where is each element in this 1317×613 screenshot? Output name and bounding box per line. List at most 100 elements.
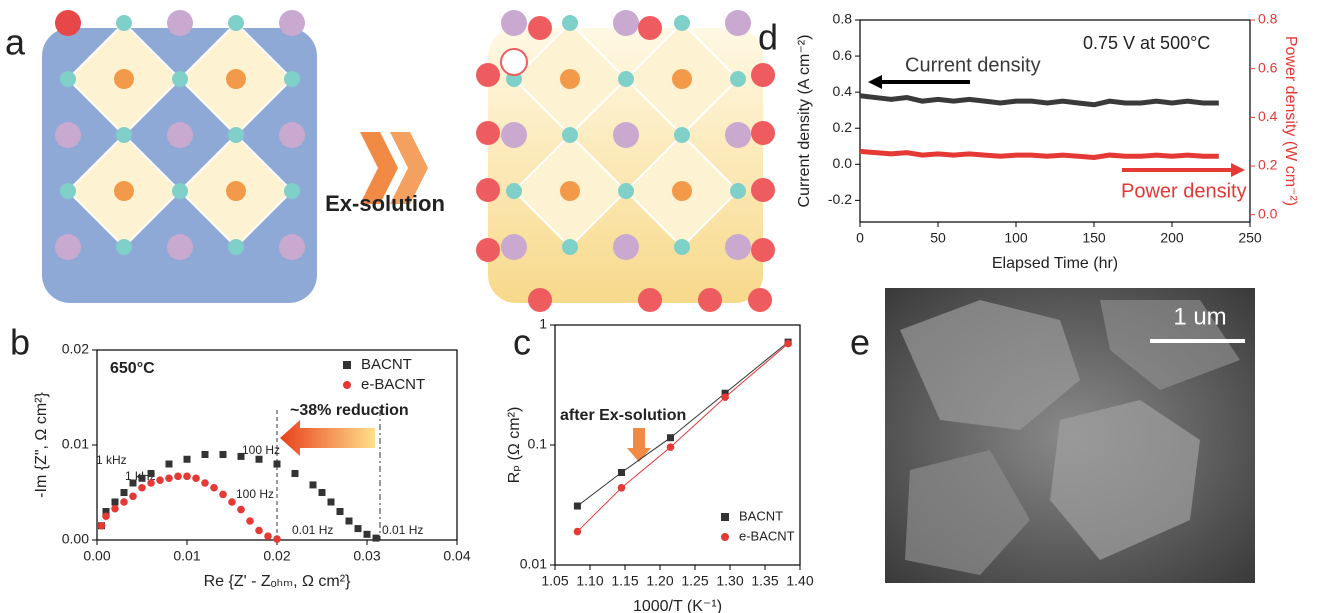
exsolved-particle — [476, 238, 500, 262]
x-tick-label: 1.35 — [751, 573, 778, 589]
a-site — [501, 10, 527, 36]
x-tick-label: 1.25 — [681, 573, 708, 589]
legend-label: BACNT — [361, 356, 412, 373]
data-point — [219, 451, 227, 458]
x-tick-label: 1.05 — [541, 573, 568, 589]
b-site — [672, 69, 692, 89]
data-point — [165, 460, 173, 468]
o-site — [562, 127, 578, 143]
data-point — [183, 455, 191, 463]
y-axis-label: Rₚ (Ω cm²) — [506, 407, 523, 484]
data-point — [327, 498, 335, 506]
x-tick-label: 200 — [1160, 230, 1184, 246]
b-site — [114, 181, 134, 201]
data-point — [129, 479, 137, 487]
data-point — [120, 489, 128, 496]
data-point — [363, 530, 371, 538]
a-site — [501, 234, 527, 260]
a-site — [613, 10, 639, 36]
series-label: Power density — [1121, 180, 1247, 202]
data-point — [372, 534, 380, 542]
x-tick-label: 150 — [1082, 230, 1106, 246]
legend-marker — [721, 533, 729, 541]
data-point — [120, 498, 128, 506]
y-tick-label: 0.01 — [520, 556, 547, 572]
y-tick-label: -0.2 — [828, 191, 852, 207]
a-site — [167, 234, 193, 260]
legend-marker — [343, 381, 351, 389]
o-site — [506, 183, 522, 199]
data-point — [573, 502, 581, 510]
annotation: 0.01 Hz — [292, 523, 333, 537]
o-site — [60, 183, 76, 199]
data-point — [721, 393, 729, 402]
data-point — [138, 474, 146, 482]
o-site — [228, 239, 244, 255]
x-axis-label: Re {Z' - Zₒₕₘ, Ω cm²} — [204, 573, 351, 590]
exsolved-particle — [476, 121, 500, 145]
o-site — [116, 127, 132, 143]
o-site — [60, 71, 76, 87]
a-site — [55, 234, 81, 260]
y-tick-label: 0.01 — [62, 436, 89, 452]
y-tick-label: 0.2 — [833, 119, 853, 135]
particle — [1050, 400, 1200, 560]
data-point — [318, 489, 326, 496]
a-site — [279, 10, 305, 36]
a-site — [55, 122, 81, 148]
b-site — [672, 181, 692, 201]
b-site — [560, 69, 580, 89]
y-axis-label: Current density (A cm⁻²) — [796, 35, 813, 208]
diagram-label: Ex-solution — [325, 191, 445, 216]
b-site — [114, 69, 134, 89]
exsolved-particle — [751, 238, 775, 262]
data-point — [246, 517, 254, 525]
data-point — [345, 517, 353, 525]
data-point — [138, 483, 146, 492]
o-site — [674, 239, 690, 255]
o-site — [618, 71, 634, 87]
chevron — [360, 132, 398, 204]
data-point — [273, 535, 281, 543]
shift-arrow — [627, 428, 651, 462]
a-site — [167, 122, 193, 148]
o-site — [284, 71, 300, 87]
x-tick-label: 1.40 — [786, 573, 813, 589]
b-site — [560, 181, 580, 201]
exsolved-particle — [476, 178, 500, 202]
data-point — [228, 498, 236, 506]
exsolved-particle — [476, 63, 500, 87]
axis-arrow-head — [868, 75, 882, 89]
a-site — [279, 234, 305, 260]
y2-tick-label: 0.6 — [1258, 59, 1278, 75]
data-point — [618, 468, 625, 476]
legend-label: e-BACNT — [739, 528, 795, 543]
exsolved-particle — [751, 63, 775, 87]
data-point — [336, 508, 344, 515]
data-point — [111, 504, 119, 513]
diagram: Ex-solution — [42, 10, 775, 312]
o-site — [284, 183, 300, 199]
data-point — [174, 472, 182, 481]
annotation: 1 kHz — [96, 453, 127, 467]
o-site — [172, 71, 188, 87]
axis-arrow-head — [1231, 163, 1245, 177]
x-axis-label: 1000/T (K⁻¹) — [633, 598, 722, 613]
exsolved-particle — [528, 288, 552, 312]
legend-marker — [343, 361, 351, 369]
y-tick-label: 0.6 — [833, 47, 853, 63]
y2-tick-label: 0.4 — [1258, 108, 1278, 124]
x-tick-label: 0.04 — [443, 548, 470, 564]
data-point — [354, 525, 362, 533]
exsolved-particle — [638, 16, 662, 40]
o-site — [618, 183, 634, 199]
annotation: after Ex-solution — [560, 407, 686, 424]
data-point — [237, 452, 245, 460]
y-tick-label: 0.02 — [62, 341, 89, 357]
exsolved-particle — [751, 121, 775, 145]
annotation: 650°C — [110, 360, 155, 377]
data-point — [309, 481, 317, 489]
data-point — [255, 526, 263, 535]
